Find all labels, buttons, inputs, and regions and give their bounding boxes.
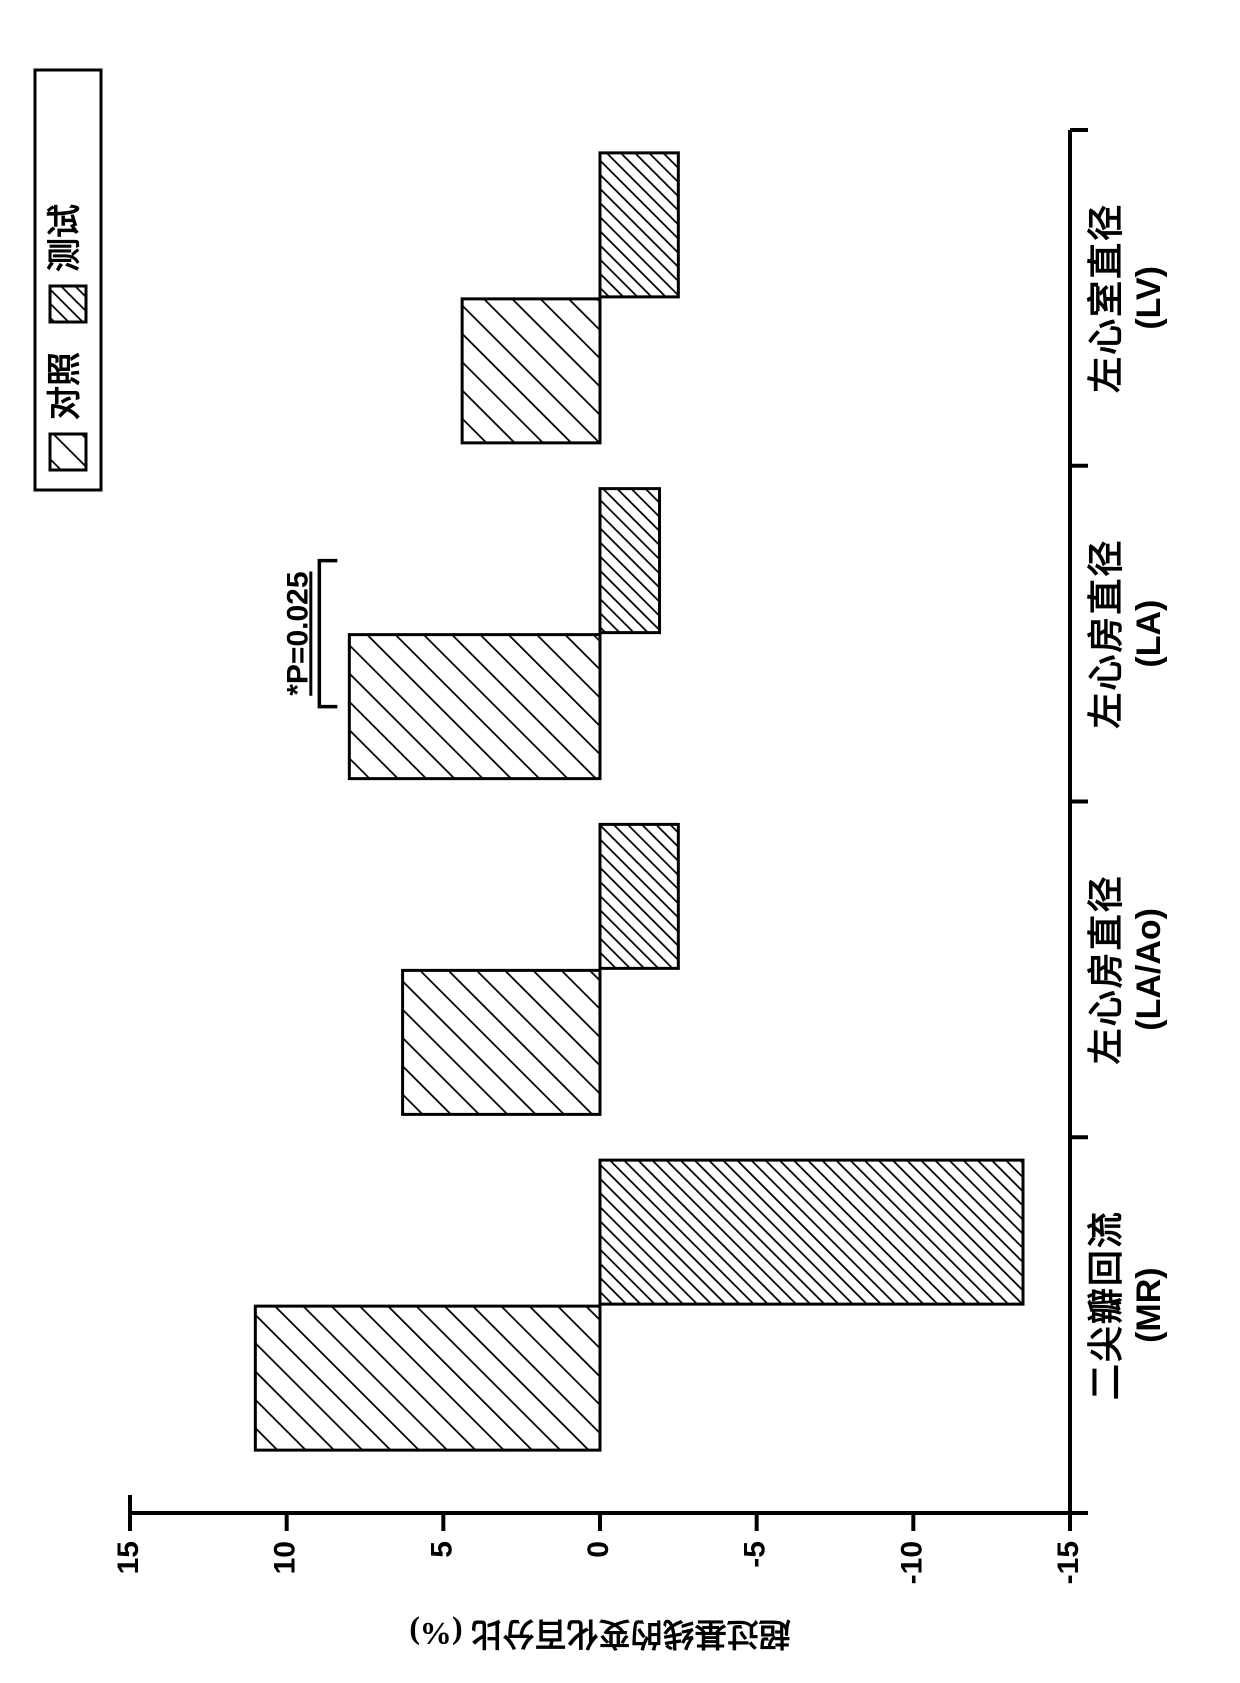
bar-control-la_ao [403, 970, 600, 1114]
category-label-lv-line2: (LV) [1130, 266, 1168, 330]
rotated-root: -15 -10 -5 0 5 10 15 超过基线的变化百分比 (%) 二尖瓣回流(MR) 左心房… [35, 70, 1168, 1652]
category-label-lv-line1: 左心室直径 [1086, 203, 1126, 393]
axis-tick-label: -5 [739, 1541, 772, 1568]
legend-label-control: 对照 [46, 352, 84, 420]
pvalue-bracket: *P=0.025 [281, 561, 337, 707]
chart-container: -15 -10 -5 0 5 10 15 超过基线的变化百分比 (%) 二尖瓣回流(MR) 左心房… [0, 0, 1240, 1683]
category-label-la_ao-line1: 左心房直径 [1086, 874, 1126, 1064]
axis-tick-label: 15 [112, 1541, 145, 1574]
bar-control-lv [462, 299, 600, 443]
bar-control-la [349, 635, 600, 779]
bar-test-la [600, 489, 660, 633]
legend: 对照测试 [35, 70, 101, 490]
category-label-mr-line1: 二尖瓣回流 [1086, 1210, 1126, 1400]
bars [255, 153, 1023, 1450]
category-label-la-line1: 左心房直径 [1086, 539, 1126, 729]
pvalue-text: *P=0.025 [281, 571, 314, 695]
axis-tick-label: 5 [425, 1541, 458, 1558]
legend-label-test: 测试 [46, 204, 84, 272]
legend-frame [35, 70, 101, 490]
bar-control-mr [255, 1306, 600, 1450]
axis-tick-label: 10 [269, 1541, 302, 1574]
value-axis-title: 超过基线的变化百分比 (%) [409, 1616, 790, 1652]
category-label-la-line2: (LA) [1130, 600, 1168, 668]
legend-swatch-control [50, 434, 86, 470]
bar-test-lv [600, 153, 678, 297]
chart-svg: -15 -10 -5 0 5 10 15 超过基线的变化百分比 (%) 二尖瓣回流(MR) 左心房… [0, 0, 1240, 1683]
axis-tick-label: 0 [582, 1541, 615, 1558]
bar-test-mr [600, 1160, 1023, 1304]
axis-tick-label: -15 [1052, 1541, 1085, 1584]
category-label-mr-line2: (MR) [1130, 1267, 1168, 1343]
category-label-la_ao-line2: (LA/Ao) [1130, 908, 1168, 1031]
legend-swatch-test [50, 286, 86, 322]
axis-tick-label: -10 [895, 1541, 928, 1584]
bar-test-la_ao [600, 824, 678, 968]
